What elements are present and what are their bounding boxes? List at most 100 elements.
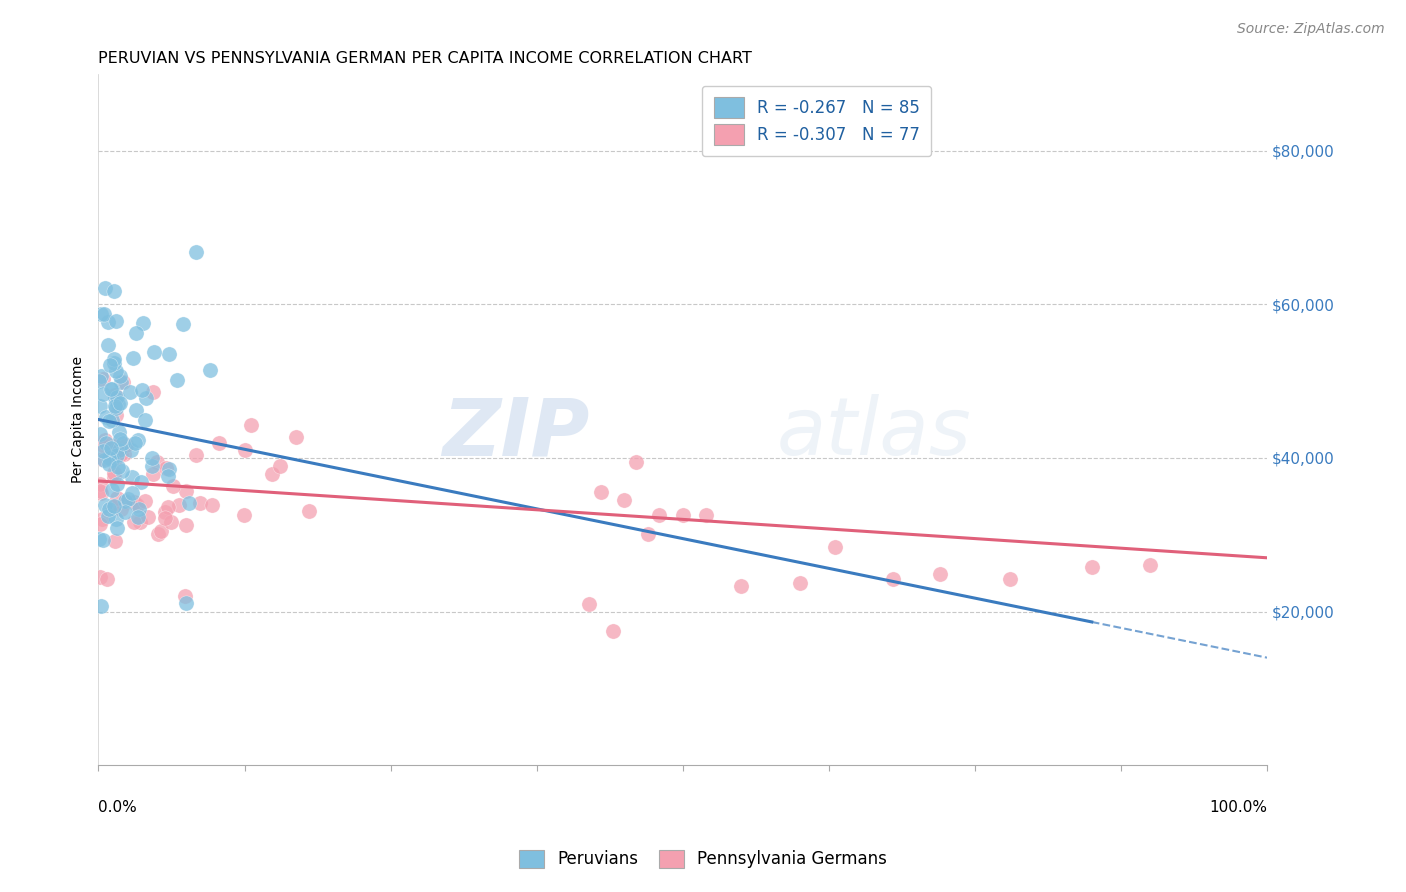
Point bbox=[110, 501, 132, 516]
Point bbox=[122, 351, 145, 365]
Point bbox=[141, 450, 163, 465]
Point bbox=[176, 517, 198, 532]
Point bbox=[90, 307, 112, 321]
Point bbox=[648, 508, 671, 522]
Point bbox=[89, 374, 111, 388]
Point bbox=[94, 409, 117, 424]
Point bbox=[105, 401, 128, 415]
Point bbox=[125, 498, 148, 512]
Point bbox=[114, 495, 136, 509]
Point bbox=[114, 494, 136, 508]
Point bbox=[97, 315, 120, 329]
Point bbox=[174, 483, 197, 498]
Point bbox=[100, 413, 122, 427]
Point bbox=[117, 491, 139, 506]
Point bbox=[93, 433, 115, 447]
Point bbox=[101, 500, 124, 515]
Point bbox=[142, 345, 165, 359]
Y-axis label: Per Capita Income: Per Capita Income bbox=[72, 356, 86, 483]
Point bbox=[100, 382, 122, 396]
Point bbox=[134, 413, 156, 427]
Point bbox=[114, 504, 136, 518]
Point bbox=[127, 510, 149, 524]
Point bbox=[155, 461, 177, 475]
Point bbox=[112, 447, 135, 461]
Point bbox=[156, 500, 179, 514]
Point bbox=[105, 476, 128, 491]
Point bbox=[188, 496, 211, 510]
Point bbox=[156, 469, 179, 483]
Point bbox=[108, 396, 131, 410]
Point bbox=[105, 491, 128, 505]
Point bbox=[233, 442, 256, 457]
Point bbox=[179, 496, 201, 510]
Point bbox=[103, 500, 125, 514]
Point bbox=[91, 387, 114, 401]
Point bbox=[89, 477, 111, 491]
Point bbox=[87, 532, 110, 546]
Point bbox=[148, 526, 170, 541]
Point bbox=[105, 364, 128, 378]
Point bbox=[90, 599, 112, 614]
Point bbox=[91, 438, 114, 452]
Point bbox=[101, 453, 124, 467]
Point bbox=[136, 509, 159, 524]
Text: PERUVIAN VS PENNSYLVANIA GERMAN PER CAPITA INCOME CORRELATION CHART: PERUVIAN VS PENNSYLVANIA GERMAN PER CAPI… bbox=[98, 51, 752, 66]
Point bbox=[1080, 560, 1102, 574]
Point bbox=[613, 492, 636, 507]
Text: 100.0%: 100.0% bbox=[1209, 800, 1267, 814]
Point bbox=[89, 516, 111, 531]
Point bbox=[111, 464, 134, 478]
Point bbox=[104, 408, 127, 422]
Point bbox=[91, 451, 114, 466]
Point bbox=[98, 358, 121, 372]
Point bbox=[98, 457, 121, 471]
Point bbox=[105, 449, 128, 463]
Point bbox=[93, 307, 115, 321]
Point bbox=[103, 470, 125, 484]
Point bbox=[89, 485, 111, 500]
Point bbox=[201, 498, 224, 512]
Point bbox=[105, 512, 128, 526]
Point bbox=[94, 281, 117, 295]
Point bbox=[134, 494, 156, 508]
Point bbox=[298, 504, 321, 518]
Point bbox=[103, 356, 125, 370]
Point bbox=[112, 375, 135, 389]
Point bbox=[122, 515, 145, 529]
Point bbox=[129, 475, 152, 489]
Point bbox=[186, 449, 208, 463]
Point bbox=[97, 450, 120, 464]
Point bbox=[262, 467, 284, 482]
Point bbox=[94, 498, 117, 512]
Point bbox=[637, 527, 659, 541]
Point bbox=[239, 417, 262, 432]
Point bbox=[998, 573, 1021, 587]
Point bbox=[103, 284, 125, 298]
Point bbox=[142, 467, 165, 482]
Point bbox=[928, 566, 950, 581]
Point bbox=[198, 363, 221, 377]
Point bbox=[104, 399, 127, 413]
Point bbox=[127, 433, 149, 447]
Point bbox=[142, 385, 165, 400]
Text: atlas: atlas bbox=[776, 394, 972, 473]
Point bbox=[91, 512, 114, 526]
Point bbox=[157, 462, 180, 476]
Point bbox=[695, 508, 717, 522]
Point bbox=[186, 244, 208, 259]
Point bbox=[105, 390, 128, 404]
Point bbox=[115, 437, 138, 451]
Point bbox=[89, 570, 111, 584]
Legend: Peruvians, Pennsylvania Germans: Peruvians, Pennsylvania Germans bbox=[510, 841, 896, 877]
Point bbox=[624, 455, 647, 469]
Point bbox=[121, 485, 143, 500]
Point bbox=[105, 521, 128, 535]
Point bbox=[100, 441, 122, 455]
Point bbox=[284, 430, 307, 444]
Point bbox=[157, 347, 180, 361]
Point bbox=[269, 458, 291, 473]
Point bbox=[578, 597, 600, 611]
Point bbox=[121, 470, 143, 484]
Point bbox=[108, 432, 131, 446]
